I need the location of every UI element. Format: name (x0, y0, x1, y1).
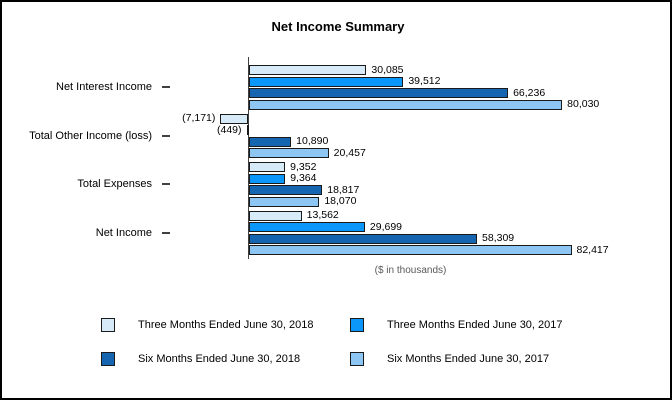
value-label: (7,171) (182, 112, 216, 124)
chart-title: Net Income Summary (271, 19, 405, 34)
legend-item: Six Months Ended June 30, 2017 (350, 351, 549, 366)
legend-item: Three Months Ended June 30, 2018 (101, 317, 314, 332)
axis-note: ($ in thousands) (374, 265, 447, 276)
value-label: 18,070 (324, 195, 357, 207)
bar (248, 99, 563, 110)
category-axis-tick (162, 231, 170, 234)
bar (248, 233, 478, 244)
bar (248, 185, 323, 195)
legend-swatch (101, 317, 115, 332)
value-label: 58,309 (482, 232, 515, 244)
chart-plot-area: Net Interest Income 30,085 39,512 66,236 80,… (2, 2, 670, 282)
value-label: 9,364 (290, 172, 317, 184)
value-label: 9,352 (290, 160, 317, 173)
legend-swatch (350, 351, 364, 366)
value-label: 66,236 (513, 86, 546, 99)
legend-item: Three Months Ended June 30, 2017 (350, 317, 563, 332)
value-label: 82,417 (576, 243, 609, 256)
category-label: Net Interest Income (56, 81, 152, 94)
category-label: Net Income (95, 226, 152, 239)
category-axis-tick (162, 134, 170, 137)
legend-swatch (101, 351, 115, 366)
value-label: 10,890 (296, 135, 329, 147)
bar (248, 245, 572, 255)
legend-label: Six Months Ended June 30, 2017 (387, 352, 550, 365)
legend-label: Three Months Ended June 30, 2017 (387, 318, 563, 331)
bar (248, 210, 302, 221)
value-label: 30,085 (371, 63, 404, 76)
value-label: 29,699 (369, 220, 403, 233)
legend-label: Three Months Ended June 30, 2018 (138, 318, 314, 331)
value-label: 39,512 (408, 75, 441, 87)
category-label: Total Other Income (loss) (29, 129, 152, 142)
value-label: 80,030 (567, 98, 600, 110)
bar (248, 196, 320, 207)
zero-axis-line (248, 57, 249, 259)
value-label: 13,562 (306, 209, 339, 221)
bar (248, 222, 365, 232)
bar (248, 65, 367, 75)
bar (248, 136, 292, 147)
legend-swatch (350, 317, 364, 332)
bar (248, 88, 509, 98)
legend-item: Six Months Ended June 30, 2018 (101, 351, 300, 366)
category-label: Total Expenses (77, 178, 152, 191)
legend-label: Six Months Ended June 30, 2018 (138, 352, 301, 365)
bar (248, 148, 329, 158)
bar (248, 76, 404, 87)
bar (248, 162, 286, 172)
bar (248, 173, 286, 184)
bar (220, 113, 249, 124)
category-axis-tick (162, 86, 170, 89)
value-label: (449) (216, 123, 242, 136)
value-label: 18,817 (327, 183, 360, 196)
value-label: 20,457 (333, 146, 366, 159)
category-axis-tick (162, 183, 170, 186)
bar (246, 125, 249, 135)
